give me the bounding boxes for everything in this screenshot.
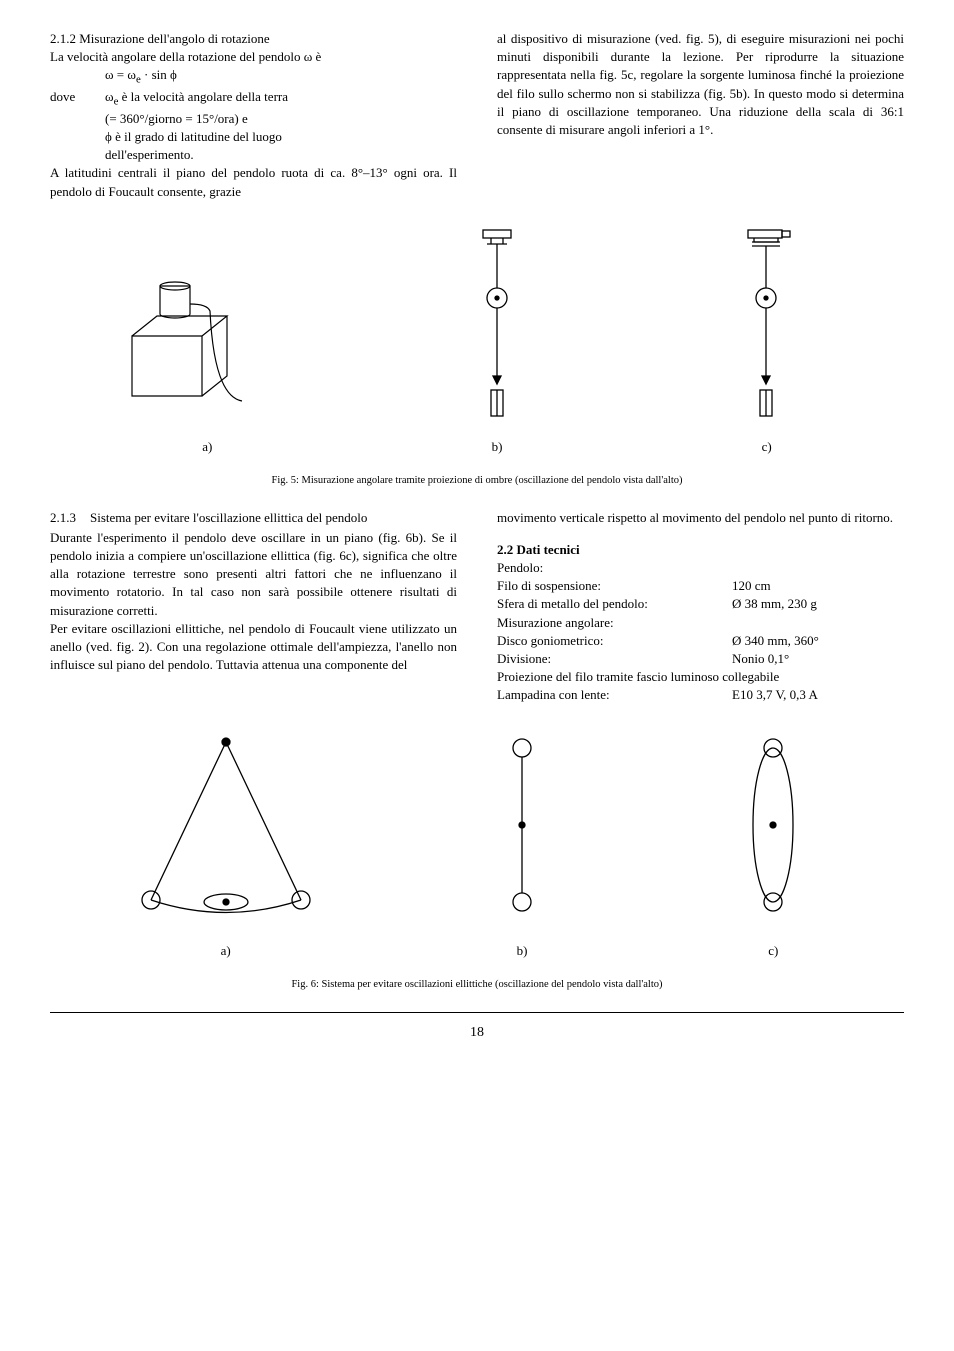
fig6-caption: Fig. 6: Sistema per evitare oscillazioni… — [50, 978, 904, 993]
tech-row: Divisione: Nonio 0,1° — [497, 650, 904, 668]
mid-right-p1: movimento verticale rispetto al moviment… — [497, 509, 904, 527]
fig5-caption: Fig. 5: Misurazione angolare tramite pro… — [50, 474, 904, 489]
velocity-line: La velocità angolare della rotazione del… — [50, 48, 457, 66]
top-left-para2: A latitudini centrali il piano del pendo… — [50, 164, 457, 200]
fig5-c: c) — [692, 226, 842, 456]
tech-row: Sfera di metallo del pendolo: Ø 38 mm, 2… — [497, 595, 904, 613]
top-left-col: 2.1.2 Misurazione dell'angolo di rotazio… — [50, 30, 457, 201]
figure-6: a) b) — [50, 730, 904, 993]
mid-right-col: movimento verticale rispetto al moviment… — [497, 509, 904, 705]
section-2-1-2-heading: 2.1.2 Misurazione dell'angolo di rotazio… — [50, 30, 457, 48]
fig6-b: b) — [462, 730, 582, 960]
dove-line-4: dell'esperimento. — [50, 146, 457, 164]
dove-line-2: (= 360°/giorno = 15°/ora) e — [50, 110, 457, 128]
tech-row: Lampadina con lente: E10 3,7 V, 0,3 A — [497, 686, 904, 704]
pendolo-label: Pendolo: — [497, 559, 904, 577]
mid-left-p2: Per evitare oscillazioni ellittiche, nel… — [50, 620, 457, 675]
mid-text-columns: 2.1.3 Sistema per evitare l'oscillazione… — [50, 509, 904, 705]
top-right-col: al dispositivo di misurazione (ved. fig.… — [497, 30, 904, 201]
proiezione-line: Proiezione del filo tramite fascio lumin… — [497, 668, 904, 686]
fig6a-svg — [111, 730, 341, 930]
misurazione-label: Misurazione angolare: — [497, 614, 904, 632]
top-right-para: al dispositivo di misurazione (ved. fig.… — [497, 30, 904, 139]
formula-line: ω = ωe · sin ϕ — [50, 66, 457, 88]
tech-row: Filo di sospensione: 120 cm — [497, 577, 904, 595]
fig5a-svg — [112, 256, 302, 426]
top-text-columns: 2.1.2 Misurazione dell'angolo di rotazio… — [50, 30, 904, 201]
page-number: 18 — [50, 1012, 904, 1043]
section-2-2-head: 2.2 Dati tecnici — [497, 541, 904, 559]
fig6-c: c) — [703, 730, 843, 960]
figure-5: a) — [50, 226, 904, 489]
fig5-b: b) — [427, 226, 567, 456]
section-2-1-3-head: 2.1.3 Sistema per evitare l'oscillazione… — [50, 509, 457, 527]
fig5c-svg — [692, 226, 842, 426]
dove-line-3: ϕ è il grado di latitudine del luogo — [50, 128, 457, 146]
mid-left-p1: Durante l'esperimento il pendolo deve os… — [50, 529, 457, 620]
fig6b-svg — [462, 730, 582, 930]
fig6-a: a) — [111, 730, 341, 960]
mid-left-col: 2.1.3 Sistema per evitare l'oscillazione… — [50, 509, 457, 705]
dove-line-1: dove ωe è la velocità angolare della ter… — [50, 88, 457, 110]
fig5b-svg — [427, 226, 567, 426]
fig6c-svg — [703, 730, 843, 930]
tech-row: Disco goniometrico: Ø 340 mm, 360° — [497, 632, 904, 650]
fig5-a: a) — [112, 256, 302, 456]
